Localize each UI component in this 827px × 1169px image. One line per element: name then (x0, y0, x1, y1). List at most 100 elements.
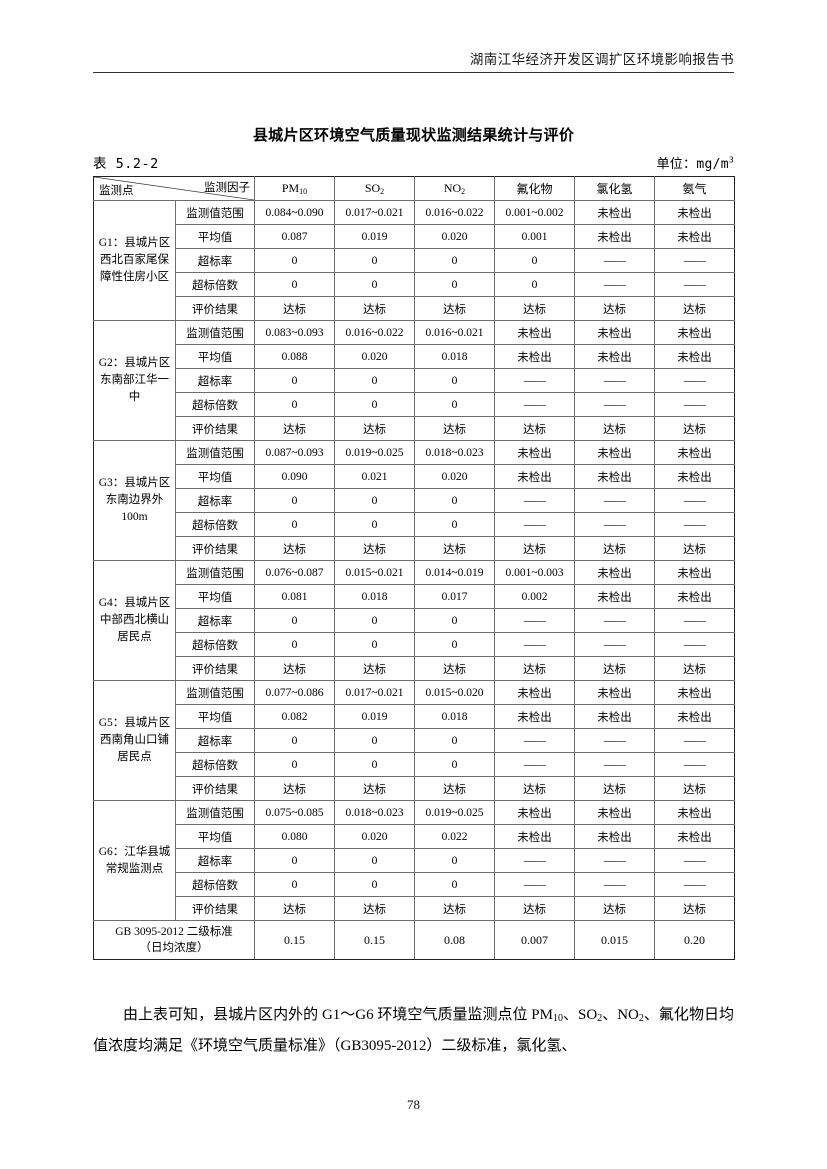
data-cell: 0.080 (254, 824, 335, 849)
data-cell: 达标 (254, 536, 335, 561)
data-cell: 达标 (254, 776, 335, 801)
running-header-text: 湖南江华经济开发区调扩区环境影响报告书 (469, 52, 734, 67)
metric-label-cell: 评价结果 (175, 656, 255, 681)
metric-label-cell: 超标倍数 (175, 632, 255, 657)
data-cell: 0.001~0.003 (494, 560, 575, 585)
data-cell: 0.014~0.019 (414, 560, 495, 585)
data-cell: 未检出 (654, 224, 735, 249)
metric-label-cell: 监测值范围 (175, 440, 255, 465)
data-cell: —— (654, 248, 735, 273)
data-cell: 0 (414, 752, 495, 777)
metric-label-cell: 监测值范围 (175, 200, 255, 225)
data-cell: 未检出 (574, 344, 655, 369)
data-cell: —— (654, 392, 735, 417)
data-cell: 达标 (494, 416, 575, 441)
data-cell: 0 (254, 368, 335, 393)
data-cell: 0.001 (494, 224, 575, 249)
unit-exponent: 3 (728, 155, 734, 165)
data-cell: 达标 (254, 896, 335, 921)
header-factor-label: 监测因子 (204, 182, 250, 194)
data-cell: 0 (334, 752, 415, 777)
data-cell: 未检出 (654, 584, 735, 609)
data-cell: —— (494, 392, 575, 417)
table-row: 超标率 0 0 0 0 —— —— (94, 248, 735, 273)
data-cell: 0.019~0.025 (414, 800, 495, 825)
data-cell: —— (654, 272, 735, 297)
data-cell: 0.075~0.085 (254, 800, 335, 825)
data-cell: 达标 (414, 776, 495, 801)
data-cell: 未检出 (654, 560, 735, 585)
data-cell: 0 (254, 392, 335, 417)
corner-header-cell: 监测因子 监测点 (93, 176, 255, 201)
metric-label-cell: 超标率 (175, 728, 255, 753)
metric-label-cell: 监测值范围 (175, 680, 255, 705)
data-cell: 0.001~0.002 (494, 200, 575, 225)
standard-value-cell: 0.007 (494, 919, 575, 961)
data-cell: 0.018 (414, 344, 495, 369)
data-cell: 0.087~0.093 (254, 440, 335, 465)
table-head: 监测因子 监测点 PM10 SO2 NO2 氟化物 氯化氢 氨气 (93, 176, 735, 201)
data-cell: 0 (414, 512, 495, 537)
monitoring-point-cell: G6：江华县城常规监测点 (93, 800, 176, 921)
body-paragraph: 由上表可知，县城片区内外的 G1～G6 环境空气质量监测点位 PM10、SO2、… (93, 1000, 734, 1062)
data-cell: —— (574, 272, 655, 297)
data-cell: 未检出 (494, 320, 575, 345)
data-cell: 未检出 (574, 200, 655, 225)
standard-value-cell: 0.08 (414, 919, 495, 961)
data-cell: —— (494, 608, 575, 633)
table-row: 超标倍数 0 0 0 —— —— —— (94, 872, 735, 897)
data-cell: 0.002 (494, 584, 575, 609)
air-quality-table: 监测因子 监测点 PM10 SO2 NO2 氟化物 氯化氢 氨气 G1：县城片区… (93, 176, 735, 961)
data-cell: —— (574, 368, 655, 393)
monitoring-point-cell: G3：县城片区东南边界外100m (93, 440, 176, 561)
table-row: 超标倍数 0 0 0 —— —— —— (94, 752, 735, 777)
table-row: 超标倍数 0 0 0 —— —— —— (94, 392, 735, 417)
data-cell: —— (574, 488, 655, 513)
data-cell: 0.017 (414, 584, 495, 609)
data-cell: 0 (494, 272, 575, 297)
header-rule (93, 72, 734, 73)
para-part-2: 、SO (562, 1007, 598, 1023)
standard-label-line1: GB 3095-2012 二级标准 (115, 926, 233, 938)
data-cell: 达标 (574, 536, 655, 561)
table-row: 平均值 0.081 0.018 0.017 0.002 未检出 未检出 (94, 584, 735, 609)
data-cell: 未检出 (574, 320, 655, 345)
monitoring-point-cell: G5：县城片区西南角山口铺居民点 (93, 680, 176, 801)
data-cell: 达标 (414, 416, 495, 441)
data-cell: 达标 (654, 296, 735, 321)
data-cell: 未检出 (574, 224, 655, 249)
data-cell: 未检出 (574, 824, 655, 849)
data-cell: 达标 (574, 776, 655, 801)
data-cell: 未检出 (654, 680, 735, 705)
data-cell: —— (494, 752, 575, 777)
data-cell: 未检出 (574, 584, 655, 609)
data-cell: 未检出 (574, 560, 655, 585)
table-row: 超标率 0 0 0 —— —— —— (94, 368, 735, 393)
data-cell: 未检出 (654, 800, 735, 825)
running-header: 湖南江华经济开发区调扩区环境影响报告书 (93, 48, 734, 73)
table-row: 超标倍数 0 0 0 —— —— —— (94, 632, 735, 657)
table-row: 超标率 0 0 0 —— —— —— (94, 728, 735, 753)
data-cell: 0.084~0.090 (254, 200, 335, 225)
data-cell: 0 (334, 608, 415, 633)
data-cell: 未检出 (654, 440, 735, 465)
data-cell: 达标 (334, 776, 415, 801)
data-cell: 未检出 (574, 440, 655, 465)
data-cell: —— (494, 488, 575, 513)
data-cell: 达标 (414, 536, 495, 561)
data-cell: —— (494, 728, 575, 753)
metric-label-cell: 超标率 (175, 488, 255, 513)
metric-label-cell: 平均值 (175, 344, 255, 369)
data-cell: 达标 (654, 896, 735, 921)
standard-row: GB 3095-2012 二级标准 （日均浓度） 0.15 0.15 0.08 0.007… (93, 919, 735, 961)
data-cell: 达标 (334, 296, 415, 321)
data-cell: 0.017~0.021 (334, 200, 415, 225)
metric-label-cell: 监测值范围 (175, 800, 255, 825)
monitoring-point-cell: G1：县城片区西北百家尾保障性住房小区 (93, 200, 176, 321)
table-row: 超标倍数 0 0 0 0 —— —— (94, 272, 735, 297)
data-cell: 达标 (254, 656, 335, 681)
metric-label-cell: 超标率 (175, 848, 255, 873)
diagonal-divider-icon (94, 177, 254, 200)
col-label: 氨气 (682, 182, 707, 196)
metric-label-cell: 监测值范围 (175, 320, 255, 345)
